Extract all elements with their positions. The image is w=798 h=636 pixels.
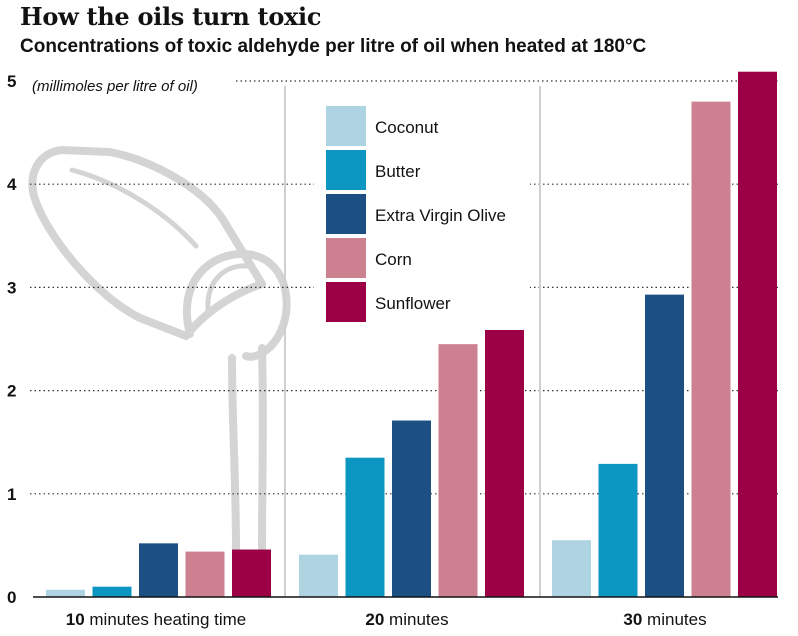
bar-butter-group-2 [345, 457, 385, 597]
legend-label: Coconut [375, 118, 439, 137]
y-tick-label: 1 [7, 485, 16, 504]
y-tick-label: 5 [7, 72, 16, 91]
legend-label: Butter [375, 162, 421, 181]
legend-swatch [326, 150, 366, 190]
y-tick-label: 2 [7, 382, 16, 401]
y-tick-label: 0 [7, 588, 16, 607]
y-tick-label: 4 [7, 175, 17, 194]
y-axis-ticks: 0 1 2 3 4 5 [7, 72, 17, 607]
bar-corn-group-2 [438, 344, 478, 597]
bar-corn-group-3 [691, 101, 731, 597]
bar-extra-virgin-olive-group-1 [139, 543, 178, 597]
bar-coconut-group-2 [299, 554, 338, 597]
legend: Coconut Butter Extra Virgin Olive Corn Sunfl… [314, 100, 530, 330]
legend-swatch [326, 282, 366, 322]
bar-butter-group-1 [92, 586, 132, 597]
bar-coconut-group-3 [552, 540, 591, 597]
chart-subtitle: Concentrations of toxic aldehyde per lit… [20, 36, 647, 57]
legend-label: Corn [375, 250, 412, 269]
bar-extra-virgin-olive-group-3 [645, 294, 684, 597]
legend-label: Extra Virgin Olive [375, 206, 506, 225]
legend-label: Sunflower [375, 294, 451, 313]
x-axis-group-labels: 10 minutes heating time 20 minutes 30 minu… [66, 610, 707, 629]
bar-coconut-group-1 [46, 589, 85, 597]
legend-swatch [326, 238, 366, 278]
unit-label: (millimoles per litre of oil) [32, 78, 198, 95]
x-group-label: 30 minutes [623, 610, 706, 629]
legend-swatch [326, 106, 366, 146]
bar-sunflower-group-3 [738, 71, 777, 598]
chart-title: How the oils turn toxic [20, 2, 322, 31]
group-separators [284, 86, 541, 597]
legend-swatch [326, 194, 366, 234]
oil-bottle-illustration [28, 146, 291, 552]
x-group-label: 20 minutes [365, 610, 448, 629]
bar-butter-group-3 [598, 463, 638, 597]
y-tick-label: 3 [7, 278, 16, 297]
x-group-label: 10 minutes heating time [66, 610, 247, 629]
bar-corn-group-1 [185, 551, 225, 597]
bar-sunflower-group-1 [232, 549, 271, 597]
bar-extra-virgin-olive-group-2 [392, 420, 431, 597]
